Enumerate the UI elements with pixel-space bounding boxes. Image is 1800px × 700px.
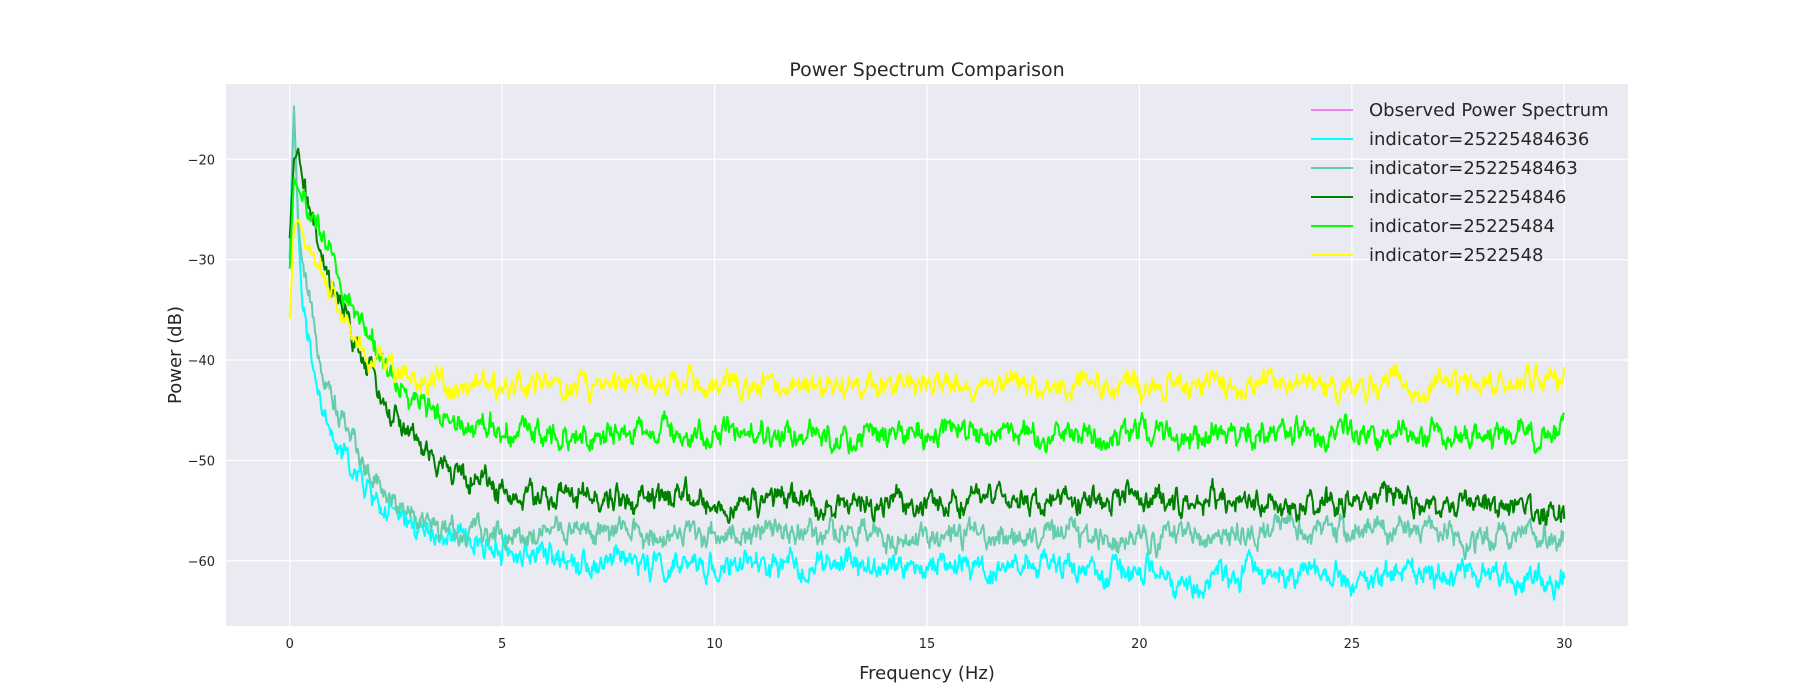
legend-entry-label: indicator=2522548463 [1369,158,1578,179]
x-tick-label: 25 [1344,637,1361,652]
y-tick-label: −50 [188,454,215,469]
series-lines [288,105,1566,601]
legend-entry-label: indicator=25225484 [1369,216,1555,237]
y-tick-label: −60 [188,555,215,570]
x-tick-label: 10 [706,637,723,652]
x-tick-label: 0 [286,637,294,652]
series-line [288,109,1566,601]
x-tick-label: 15 [919,637,936,652]
y-axis-ticks: −60 −50 −40 −30 −20 [188,153,215,569]
y-tick-label: −30 [188,254,215,269]
x-axis-ticks: 0 5 10 15 20 25 30 [286,637,1573,652]
x-axis-label: Frequency (Hz) [859,663,995,684]
legend-entry-label: indicator=2522548 [1369,245,1543,266]
series-line [288,147,1566,526]
x-tick-label: 5 [498,637,506,652]
y-tick-label: −20 [188,153,215,168]
series-line [288,105,1565,561]
y-axis-label: Power (dB) [165,306,186,404]
legend-entry-label: Observed Power Spectrum [1369,100,1609,121]
grid [226,84,1628,626]
y-tick-label: −40 [188,354,215,369]
chart-title: Power Spectrum Comparison [789,59,1064,81]
legend: Observed Power Spectrum indicator=2522548… [1311,100,1609,266]
series-line [288,176,1566,455]
legend-entry-label: indicator=25225484636 [1369,129,1589,150]
series-line [288,219,1566,406]
x-tick-label: 20 [1131,637,1148,652]
x-tick-label: 30 [1556,637,1573,652]
legend-entry-label: indicator=252254846 [1369,187,1566,208]
